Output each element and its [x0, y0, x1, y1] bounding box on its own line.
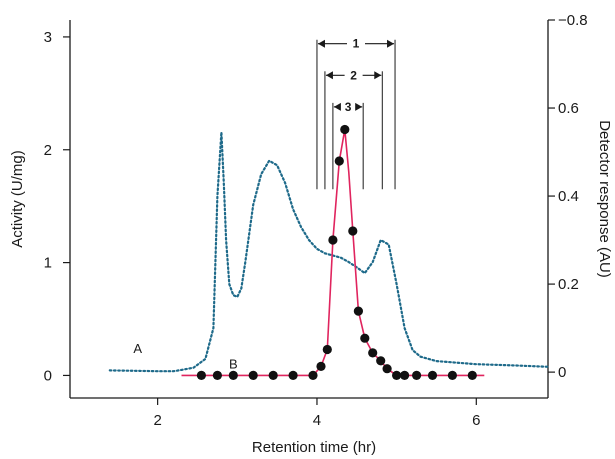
series-b-point — [412, 370, 422, 380]
y2-tick-label: −0.8 — [558, 12, 588, 29]
series-b-point — [376, 356, 386, 366]
series-b-point — [322, 344, 332, 355]
series-b-point — [353, 306, 363, 316]
series-b-point — [196, 370, 206, 380]
series-b-point — [348, 226, 358, 236]
y2-axis-title: Detector response (AU) — [596, 120, 613, 278]
fraction-2-arrowhead-left — [325, 71, 333, 80]
series-b-point — [467, 370, 477, 380]
series-b-point — [328, 235, 338, 245]
series-a-line — [108, 132, 550, 373]
fraction-boundaries: 1 2 3 — [316, 37, 396, 190]
series-b-point — [308, 370, 318, 380]
x-tick-label: 4 — [313, 412, 321, 429]
series-b-point — [400, 370, 410, 380]
series-b-point — [382, 364, 392, 374]
fraction-1-arrowhead-right — [387, 39, 395, 48]
fraction-1-arrowhead-left — [317, 39, 325, 48]
y2-tick-label: 0.4 — [558, 188, 579, 205]
y-tick-label: 1 — [44, 255, 52, 272]
plot-frame — [69, 20, 549, 399]
y-tick-label: 2 — [44, 142, 52, 159]
x-tick-label: 2 — [153, 412, 161, 429]
fraction-2-arrowhead-right — [374, 71, 382, 80]
series-b-point — [212, 370, 222, 380]
x-axis-title: Retention time (hr) — [252, 439, 376, 456]
y2-tick-label: 0.6 — [558, 100, 579, 117]
series-b-point — [360, 333, 370, 343]
series-b-point — [427, 370, 438, 380]
fraction-3-label: 3 — [345, 100, 352, 114]
y-tick-label: 0 — [44, 367, 52, 384]
annotations: AB — [133, 341, 237, 372]
series-b-point — [368, 348, 378, 358]
series-b-point — [340, 124, 350, 135]
series-b-point — [316, 361, 326, 371]
y2-tick-label: 0.2 — [558, 276, 579, 293]
series-b-activity — [181, 124, 485, 380]
curve-label-b: B — [229, 357, 238, 372]
series-b-point — [248, 370, 258, 380]
axis-ticks: 2 4 6 0 1 2 3 0 0.2 0.4 0.6 −0.8 — [44, 12, 588, 429]
fraction-2-label: 2 — [350, 68, 357, 82]
curve-label-a: A — [133, 341, 142, 356]
series-b-point — [392, 370, 402, 380]
series-b-point — [288, 370, 298, 380]
fraction-3-arrowhead-right — [355, 102, 363, 111]
fraction-3-arrowhead-left — [333, 102, 341, 111]
y-tick-label: 3 — [44, 29, 52, 46]
series-a-detector-trace — [108, 132, 550, 373]
series-b-point — [447, 370, 457, 380]
series-b-point — [268, 370, 278, 380]
fraction-1-label: 1 — [353, 37, 360, 51]
series-b-point — [228, 370, 238, 380]
y-axis-title: Activity (U/mg) — [9, 150, 26, 248]
y2-tick-label: 0 — [558, 364, 566, 381]
x-tick-label: 6 — [472, 412, 480, 429]
series-b-point — [334, 156, 344, 166]
